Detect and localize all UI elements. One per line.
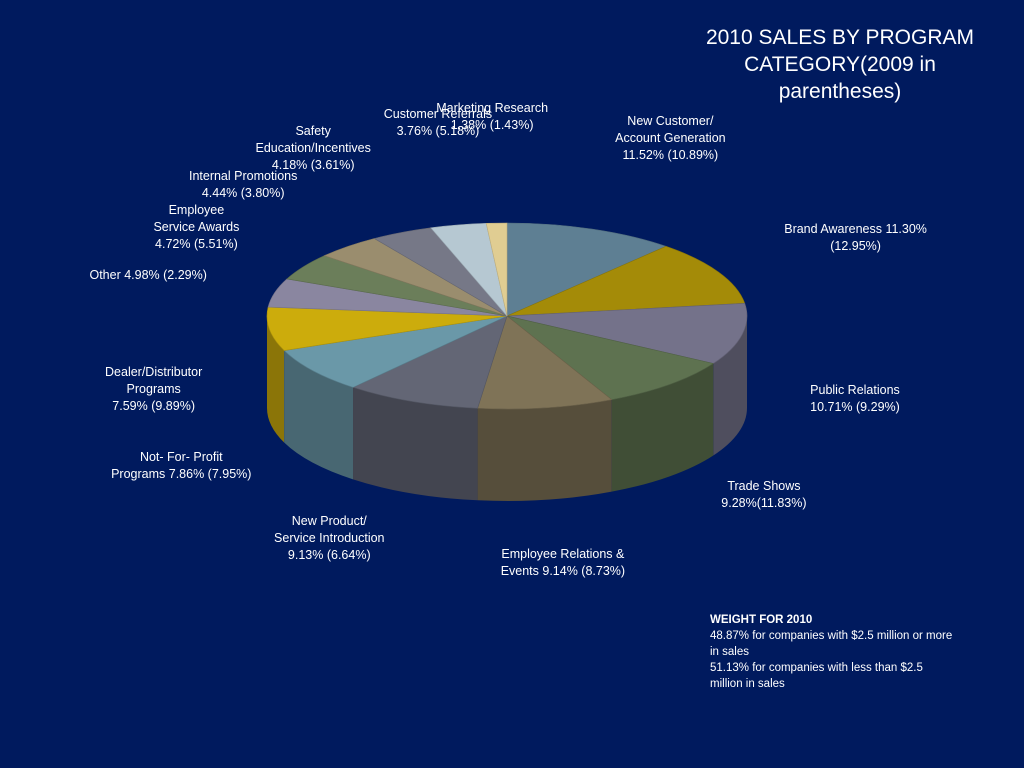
pie-label-line: Events 9.14% (8.73%) bbox=[500, 563, 626, 578]
pie-label-line: Account Generation bbox=[615, 130, 726, 145]
pie-label-line: Not- For- Profit bbox=[139, 449, 223, 464]
weight-heading: WEIGHT FOR 2010 bbox=[710, 614, 813, 626]
pie-slice-side-5 bbox=[353, 387, 478, 501]
pie-slice-1 bbox=[506, 245, 746, 317]
weight-note: WEIGHT FOR 2010 48.87% for companies wit… bbox=[710, 612, 1000, 692]
pie-label-13: Marketing Research 1.38% (1.43%) bbox=[436, 100, 548, 134]
pie-label-8: Other 4.98% (2.29%) bbox=[89, 267, 206, 284]
pie-label-line: 9.28%(11.83%) bbox=[721, 496, 807, 511]
pie-label-12: Customer Referrals 3.76% (5.18%) bbox=[384, 106, 492, 140]
pie-label-line: 4.18% (3.61%) bbox=[271, 158, 355, 173]
pie-label-line: Internal Promotions bbox=[188, 168, 298, 183]
pie-label-line: Trade Shows bbox=[727, 479, 801, 494]
weight-line: 51.13% for companies with less than $2.5 bbox=[710, 662, 923, 674]
pie-label-line: Education/Incentives bbox=[255, 141, 371, 156]
pie-label-line: Brand Awareness 11.30% bbox=[784, 221, 927, 236]
pie-label-line: Marketing Research bbox=[436, 101, 549, 115]
pie-label-line: Employee bbox=[168, 203, 225, 218]
weight-line: in sales bbox=[710, 646, 749, 658]
pie-label-10: Internal Promotions 4.44% (3.80%) bbox=[189, 168, 297, 202]
pie-slice-4 bbox=[477, 315, 613, 410]
pie-slice-side-2 bbox=[713, 316, 747, 456]
pie-label-line: 11.52% (10.89%) bbox=[622, 147, 719, 162]
pie-label-7: Dealer/Distributor Programs 7.59% (9.89%) bbox=[105, 364, 202, 415]
pie-label-line: 1.38% (1.43%) bbox=[450, 118, 534, 132]
pie-label-0: New Customer/Account Generation 11.52% (1… bbox=[615, 113, 726, 164]
pie-label-line: 3.76% (5.18%) bbox=[396, 124, 480, 139]
pie-slice-side-7 bbox=[267, 316, 285, 443]
pie-label-3: Trade Shows 9.28%(11.83%) bbox=[721, 478, 806, 512]
pie-label-line: 10.71% (9.29%) bbox=[810, 399, 900, 414]
pie-label-2: Public Relations 10.71% (9.29%) bbox=[810, 382, 900, 416]
pie-label-1: Brand Awareness 11.30% (12.95%) bbox=[784, 221, 927, 255]
pie-label-line: Service Introduction bbox=[274, 531, 385, 546]
pie-label-6: Not- For- Profit Programs 7.86% (7.95%) bbox=[111, 449, 251, 483]
pie-slice-5 bbox=[352, 315, 508, 409]
pie-slice-7 bbox=[266, 306, 508, 351]
title-line: parentheses) bbox=[778, 80, 902, 103]
pie-slice-13 bbox=[485, 222, 508, 317]
weight-line: million in sales bbox=[710, 678, 785, 690]
title-line: 2010 SALES BY PROGRAM bbox=[705, 26, 975, 49]
pie-label-line: Dealer/Distributor bbox=[105, 364, 203, 379]
pie-label-line: Programs 7.86% (7.95%) bbox=[111, 466, 252, 481]
pie-label-line: 4.72% (5.51%) bbox=[155, 237, 238, 252]
pie-label-line: New Customer/ bbox=[627, 113, 714, 128]
pie-label-line: Public Relations bbox=[810, 382, 900, 397]
pie-slice-2 bbox=[506, 303, 748, 364]
pie-slice-side-6 bbox=[284, 350, 354, 480]
pie-label-11: Safety Education/Incentives 4.18% (3.61%) bbox=[256, 123, 371, 174]
pie-label-line: 4.44% (3.80%) bbox=[201, 185, 285, 200]
pie-label-line: Safety bbox=[295, 124, 331, 139]
pie-label-4: Employee Relations & Events 9.14% (8.73%) bbox=[501, 546, 625, 580]
pie-label-9: Employee Service Awards 4.72% (5.51%) bbox=[153, 202, 239, 253]
pie-label-line: Programs bbox=[126, 381, 181, 396]
title-line: CATEGORY(2009 in bbox=[744, 53, 936, 76]
pie-label-line: 9.13% (6.64%) bbox=[287, 548, 371, 563]
pie-label-line: (12.95%) bbox=[830, 238, 881, 253]
pie-label-5: New Product/Service Introduction 9.13% (6… bbox=[274, 513, 384, 564]
chart-title: 2010 SALES BY PROGRAM CATEGORY(2009 in p… bbox=[680, 24, 1000, 105]
pie-label-line: Customer Referrals bbox=[383, 107, 493, 122]
pie-slice-6 bbox=[283, 315, 508, 388]
pie-slice-3 bbox=[506, 315, 715, 401]
pie-slice-0 bbox=[506, 222, 667, 317]
pie-slice-side-3 bbox=[611, 363, 714, 492]
pie-label-line: Other 4.98% (2.29%) bbox=[89, 268, 207, 283]
pie-label-line: Employee Relations & bbox=[501, 546, 625, 561]
pie-label-line: 7.59% (9.89%) bbox=[112, 398, 195, 413]
weight-line: 48.87% for companies with $2.5 million o… bbox=[710, 630, 953, 642]
pie-label-line: New Product/ bbox=[291, 514, 367, 529]
pie-slice-side-4 bbox=[477, 399, 612, 501]
pie-label-line: Service Awards bbox=[153, 220, 240, 235]
